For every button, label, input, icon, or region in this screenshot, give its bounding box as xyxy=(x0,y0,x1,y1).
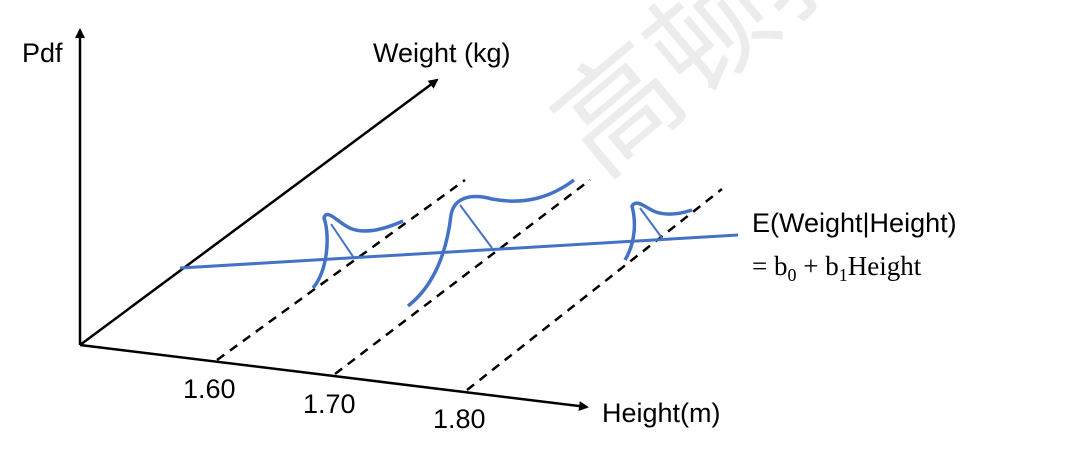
dashed-line-1.70 xyxy=(334,179,591,375)
dashed-line-1.80 xyxy=(466,188,723,391)
height-axis xyxy=(79,343,589,411)
mean-spoke-2 xyxy=(459,204,493,249)
eq-plus-b: + b xyxy=(796,251,838,281)
distribution-curve-2 xyxy=(406,178,576,308)
dashed-line-1.60 xyxy=(216,178,466,362)
distribution-curve-1 xyxy=(311,212,404,290)
distribution-curve-3 xyxy=(623,201,693,261)
tick-label-1.60: 1.60 xyxy=(183,374,236,404)
regression-line xyxy=(179,233,739,270)
tick-label-1.80: 1.80 xyxy=(433,404,486,434)
weight-axis xyxy=(79,78,439,347)
eq-b1-subscript: 1 xyxy=(839,265,848,285)
regression-label-line1: E(Weight|Height) xyxy=(752,208,957,238)
weight-axis-label: Weight (kg) xyxy=(373,38,511,68)
eq-height: Height xyxy=(848,251,922,281)
watermark: 高顿教 xyxy=(529,0,894,202)
mean-spoke-3 xyxy=(639,207,663,239)
regression-label-line2: = b0 + b1Height xyxy=(752,251,922,285)
pdf-axis-label: Pdf xyxy=(22,38,63,68)
height-axis-label: Height(m) xyxy=(602,398,721,428)
tick-label-1.70: 1.70 xyxy=(303,389,356,419)
mean-spoke-1 xyxy=(330,223,355,259)
eq-b0-subscript: 0 xyxy=(787,265,796,285)
eq-prefix: = b xyxy=(752,251,787,281)
